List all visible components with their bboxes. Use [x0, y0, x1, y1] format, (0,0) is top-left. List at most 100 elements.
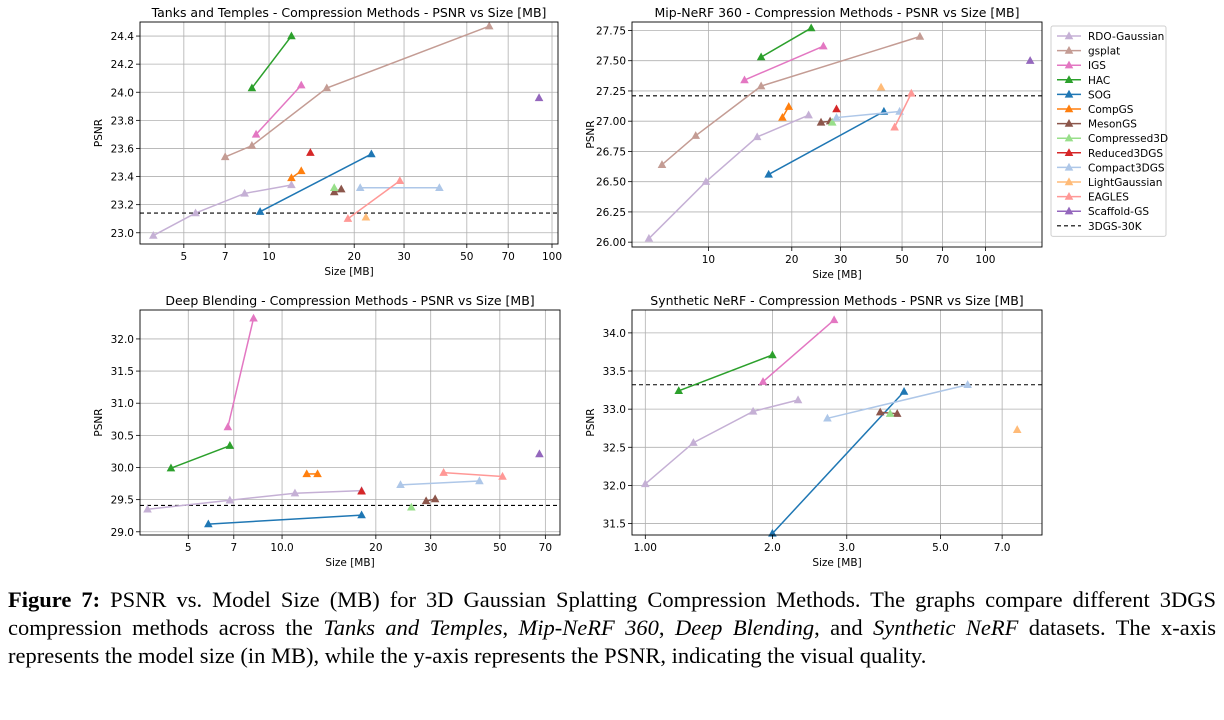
y-tick-label: 33.0: [603, 404, 626, 416]
data-point: [890, 122, 899, 131]
series-line: [251, 35, 293, 89]
series-reduced3dgs: [357, 486, 366, 495]
series-line: [893, 93, 912, 128]
data-point: [907, 88, 916, 97]
data-point: [641, 479, 650, 488]
data-point: [674, 386, 684, 395]
data-point: [915, 31, 925, 40]
series-reduced3dgs: [306, 148, 315, 156]
caption-text: PSNR vs. Model Size (MB) for 3D Gaussian…: [8, 587, 1216, 640]
data-point: [875, 407, 885, 416]
x-tick-label: 7: [222, 251, 229, 263]
caption-sep: ,: [658, 615, 665, 640]
x-tick-label: 50: [493, 542, 506, 554]
series-line: [259, 153, 372, 213]
legend-label: Compact3DGS: [1088, 162, 1165, 174]
data-point: [407, 502, 416, 511]
data-point: [689, 438, 698, 446]
x-tick-label: 5.0: [932, 542, 949, 554]
series-hac: [247, 31, 296, 92]
y-tick-label: 24.4: [111, 31, 135, 43]
x-tick-label: 30: [424, 542, 437, 554]
caption-sep: , and: [814, 615, 863, 640]
data-point: [357, 510, 366, 519]
x-tick-label: 20: [369, 542, 382, 554]
legend-item-hac: HAC: [1057, 75, 1110, 87]
data-point: [740, 75, 749, 84]
data-point: [748, 406, 758, 415]
data-point: [756, 52, 766, 61]
legend-frame: [1050, 25, 1167, 237]
y-tick-label: 27.00: [596, 116, 626, 128]
legend-label: EAGLES: [1088, 192, 1129, 204]
series-line: [768, 110, 885, 176]
legend-marker: [1064, 192, 1074, 200]
axes-frame: [631, 309, 1043, 536]
legend-label: IGS: [1088, 60, 1106, 72]
y-tick-label: 26.00: [596, 237, 626, 249]
legend-item-compact3dgs: Compact3DGS: [1057, 162, 1165, 174]
legend-label: MesonGS: [1088, 119, 1137, 131]
x-tick-label: 7: [230, 542, 237, 554]
data-point: [756, 81, 766, 90]
y-tick-label: 27.25: [596, 86, 626, 98]
y-tick-label: 31.5: [603, 519, 626, 531]
y-tick-label: 23.8: [111, 115, 134, 127]
legend-item-sog: SOG: [1057, 89, 1111, 101]
axes-frame: [139, 21, 559, 245]
series-rdo-gaussian: [644, 110, 813, 242]
x-tick-label: 70: [936, 254, 949, 266]
legend-label: 3DGS-30K: [1088, 221, 1143, 233]
data-point: [361, 212, 371, 221]
data-point: [439, 468, 448, 476]
series-line: [400, 480, 480, 486]
data-point: [768, 350, 777, 359]
legend-item-baseline: 3DGS-30K: [1057, 221, 1143, 233]
series-rdo-gaussian: [641, 395, 803, 488]
data-point: [778, 112, 787, 121]
series-line: [443, 471, 503, 478]
data-point: [191, 208, 200, 217]
data-point: [644, 233, 654, 242]
y-tick-label: 31.5: [111, 366, 134, 378]
y-tick-label: 23.0: [111, 228, 134, 240]
x-tick-label: 5: [185, 542, 192, 554]
y-tick-label: 30.5: [111, 430, 134, 442]
x-axis-label: Size [MB]: [812, 557, 861, 569]
legend-marker: [1064, 104, 1074, 113]
data-point: [475, 476, 484, 485]
data-point: [329, 183, 339, 191]
axes-frame: [139, 309, 561, 536]
series-compact3dgs: [832, 106, 904, 121]
series-line: [147, 489, 362, 511]
legend-label: CompGS: [1088, 104, 1134, 116]
data-point: [484, 21, 494, 30]
data-point: [343, 214, 353, 222]
data-point: [240, 188, 249, 197]
chart-title: Mip-NeRF 360 - Compression Methods - PSN…: [655, 5, 1020, 20]
data-point: [827, 117, 837, 126]
caption-dataset-tanks: Tanks and Temples: [323, 615, 503, 640]
legend-marker: [1064, 89, 1074, 98]
y-axis-label: PSNR: [585, 408, 597, 436]
data-point: [322, 83, 332, 92]
series-line: [760, 27, 812, 58]
legend-item-rdo-gaussian: RDO-Gaussian: [1057, 31, 1164, 43]
legend-marker: [1064, 119, 1074, 127]
legend-marker: [1064, 133, 1074, 142]
series-reduced3dgs: [832, 104, 841, 113]
legend-marker: [1064, 75, 1074, 83]
data-point: [752, 132, 762, 141]
data-point: [498, 471, 507, 480]
data-point: [899, 387, 909, 395]
x-tick-label: 3.0: [838, 542, 855, 554]
series-line: [227, 318, 255, 428]
y-tick-label: 27.75: [596, 25, 626, 37]
data-point: [357, 486, 366, 495]
y-tick-label: 29.5: [111, 495, 134, 507]
legend-label: SOG: [1088, 89, 1111, 101]
legend-item-lightgaussian: LightGaussian: [1057, 177, 1162, 189]
data-point: [166, 463, 176, 472]
series-compressed3d: [827, 117, 837, 126]
x-axis-label: Size [MB]: [812, 269, 861, 281]
